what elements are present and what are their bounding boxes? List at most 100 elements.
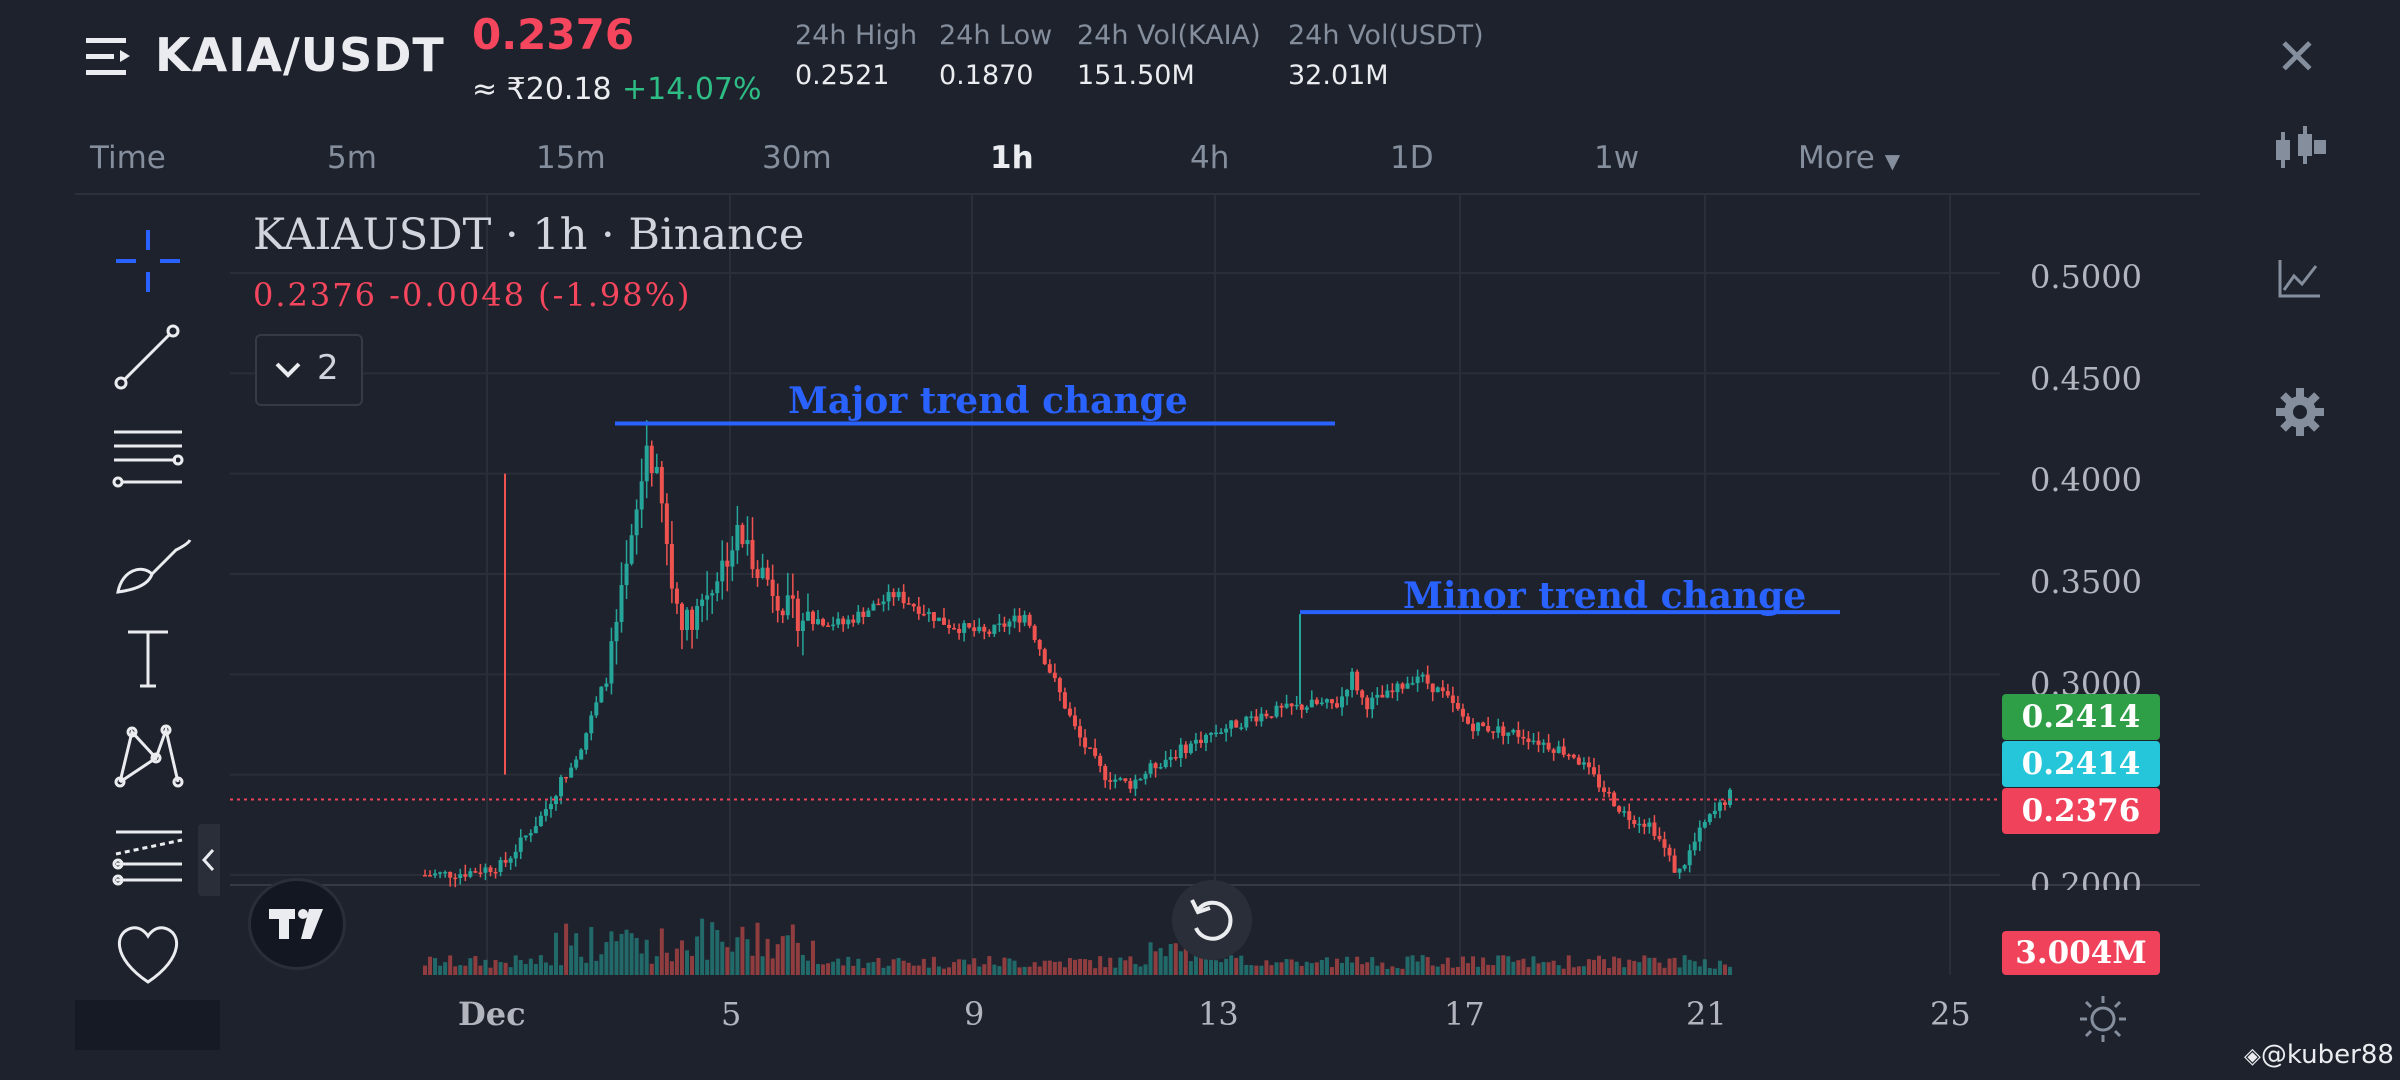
candle-body <box>967 623 972 628</box>
candle-body <box>1239 727 1244 729</box>
volume-bar <box>720 941 725 975</box>
candle-body <box>1324 699 1329 703</box>
text-tool-icon[interactable] <box>102 624 194 694</box>
tab-1h[interactable]: 1h <box>990 140 1034 176</box>
tradingview-logo[interactable] <box>248 878 346 970</box>
tab-1d[interactable]: 1D <box>1390 140 1434 176</box>
settings-gear-icon[interactable] <box>2270 384 2330 440</box>
volume-bar <box>503 962 508 975</box>
chevron-down-icon <box>275 362 301 378</box>
candle-body <box>478 872 483 874</box>
candle-body <box>634 509 639 536</box>
annotation-major-trend[interactable]: Major trend change <box>788 380 1188 422</box>
candle-body <box>1465 716 1470 724</box>
stat-label-high: 24h High <box>795 20 918 51</box>
volume-bar <box>725 947 730 975</box>
forecast-tool-icon[interactable] <box>102 820 194 890</box>
candle-body <box>987 631 992 634</box>
volume-bar <box>1103 967 1108 975</box>
tab-time[interactable]: Time <box>90 140 166 176</box>
volume-bar <box>1455 966 1460 975</box>
price-chart[interactable] <box>75 195 2200 1055</box>
annotation-minor-trend[interactable]: Minor trend change <box>1403 575 1807 617</box>
candle-body <box>821 619 826 626</box>
candle-body <box>1476 722 1481 732</box>
candle-body <box>690 609 695 630</box>
y-tick: 0.4500 <box>2030 360 2142 398</box>
candle-body <box>569 767 574 778</box>
trend-line-icon[interactable] <box>102 322 194 392</box>
candle-body <box>1249 716 1254 718</box>
volume-bar <box>1637 962 1642 975</box>
volume-bar <box>1445 957 1450 975</box>
volume-bar <box>594 960 599 975</box>
volume-bar <box>1702 959 1707 975</box>
volume-bar <box>1612 956 1617 975</box>
candle-body <box>1178 744 1183 758</box>
volume-bar <box>1355 956 1360 975</box>
candle-body <box>1380 694 1385 698</box>
menu-icon[interactable] <box>86 36 134 78</box>
volume-bar <box>700 918 705 975</box>
reset-chart-button[interactable] <box>1172 880 1252 960</box>
candle-body <box>1098 755 1103 766</box>
candle-body <box>659 466 664 504</box>
candle-body <box>740 524 745 545</box>
volume-bar <box>921 958 926 975</box>
candle-body <box>1728 789 1732 805</box>
tab-15m[interactable]: 15m <box>536 140 606 176</box>
pair-title[interactable]: KAIA/USDT <box>155 28 445 82</box>
tab-1w[interactable]: 1w <box>1594 140 1640 176</box>
volume-bar <box>1728 966 1732 975</box>
candle-type-icon[interactable] <box>2270 120 2330 176</box>
candle-body <box>881 601 886 605</box>
volume-bar <box>780 936 785 975</box>
tab-more[interactable]: More ▼ <box>1798 140 1900 176</box>
theme-toggle-icon[interactable] <box>2078 994 2128 1044</box>
volume-bar <box>433 958 438 975</box>
volume-bar <box>1360 964 1365 975</box>
volume-bar <box>1435 966 1440 975</box>
volume-bar <box>523 963 528 975</box>
candle-body <box>458 874 463 879</box>
favorites-heart-icon[interactable] <box>102 918 194 988</box>
candle-body <box>1173 757 1178 759</box>
volume-bar <box>896 957 901 975</box>
volume-bar <box>1108 957 1113 975</box>
volume-bar <box>1697 966 1702 975</box>
candle-body <box>639 481 644 510</box>
candle-body <box>1203 734 1208 744</box>
volume-bar <box>1168 944 1173 975</box>
volume-bar <box>1667 958 1672 975</box>
volume-bar <box>614 941 619 975</box>
volume-bar <box>1607 967 1612 975</box>
candle-body <box>518 837 523 852</box>
tab-5m[interactable]: 5m <box>327 140 377 176</box>
candle-body <box>1062 692 1067 709</box>
candle-body <box>810 611 815 625</box>
volume-bar <box>1279 962 1284 975</box>
volume-bar <box>866 962 871 975</box>
crosshair-icon[interactable] <box>102 226 194 296</box>
candle-body <box>1022 614 1027 623</box>
toolbar-collapse-handle[interactable] <box>198 824 220 896</box>
candle-body <box>1405 683 1410 689</box>
volume-bar <box>1284 959 1289 975</box>
close-icon[interactable]: ✕ <box>2276 28 2318 86</box>
stat-value-low: 0.1870 <box>939 60 1034 91</box>
y-tick: 0.3500 <box>2030 563 2142 601</box>
candle-body <box>1602 787 1607 792</box>
candle-body <box>483 867 488 873</box>
volume-bar <box>1400 968 1405 975</box>
indicators-toggle-button[interactable]: 2 <box>255 334 363 406</box>
volume-bar <box>1430 965 1435 975</box>
pattern-tool-icon[interactable] <box>102 722 194 792</box>
tab-4h[interactable]: 4h <box>1190 140 1230 176</box>
fib-retracement-icon[interactable] <box>102 422 194 492</box>
indicators-icon[interactable] <box>2270 250 2330 306</box>
tab-30m[interactable]: 30m <box>762 140 832 176</box>
candle-body <box>649 445 654 473</box>
candle-body <box>765 567 770 580</box>
volume-bar <box>916 965 921 975</box>
brush-icon[interactable] <box>102 530 194 600</box>
